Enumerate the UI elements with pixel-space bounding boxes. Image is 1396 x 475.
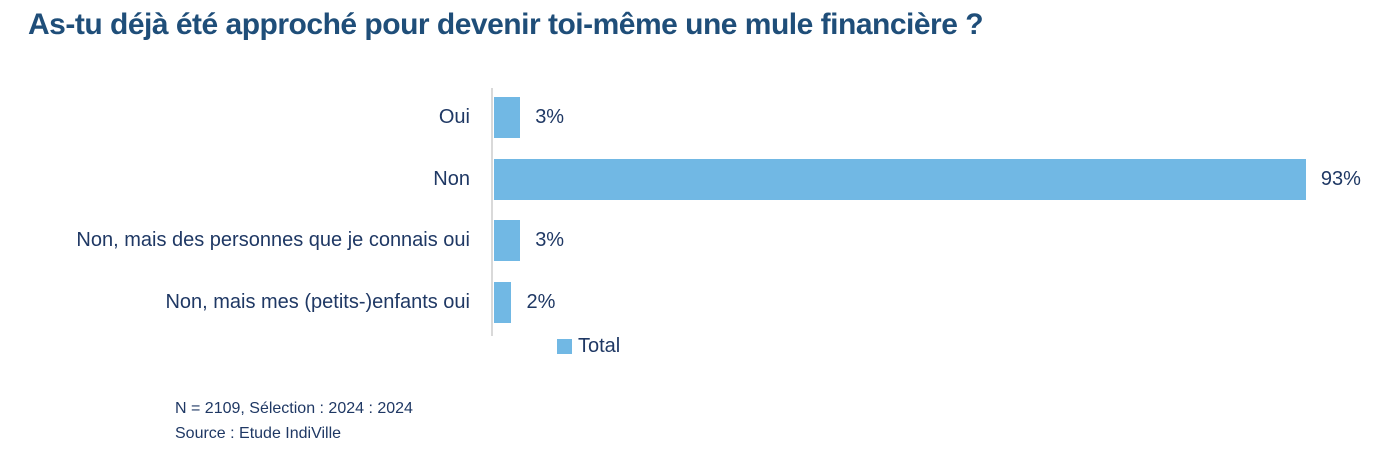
bar-chart: Oui 3% Non 93% Non, mais des personnes q… — [0, 87, 1396, 336]
bar-oui — [494, 97, 521, 139]
footnote: N = 2109, Sélection : 2024 : 2024 Source… — [175, 396, 413, 446]
footnote-sample-line: N = 2109, Sélection : 2024 : 2024 — [175, 400, 413, 417]
bar-track: 3% — [494, 220, 1367, 262]
category-label-non: Non — [433, 167, 470, 190]
bar-track: 93% — [494, 158, 1367, 200]
bar-row-non: Non 93% — [0, 149, 1396, 211]
category-label-oui: Oui — [438, 106, 470, 129]
bar-non — [494, 158, 1306, 200]
legend-label-total: Total — [578, 335, 621, 357]
bar-track: 3% — [494, 97, 1367, 139]
category-label-personnes-connues: Non, mais des personnes que je connais o… — [76, 229, 470, 252]
value-label-oui: 3% — [535, 106, 565, 129]
value-label-petits-enfants: 2% — [526, 290, 556, 313]
footnote-source-line: Source : Etude IndiVille — [175, 425, 342, 442]
legend-swatch-total — [557, 339, 572, 354]
y-axis-line — [491, 88, 493, 336]
value-label-personnes-connues: 3% — [535, 229, 565, 252]
value-label-non: 93% — [1320, 167, 1361, 190]
bar-row-petits-enfants: Non, mais mes (petits-)enfants oui 2% — [0, 272, 1396, 334]
bar-petits-enfants — [494, 281, 512, 323]
bar-row-personnes-connues: Non, mais des personnes que je connais o… — [0, 210, 1396, 272]
category-label-petits-enfants: Non, mais mes (petits-)enfants oui — [165, 290, 470, 313]
legend: Total — [557, 335, 620, 358]
bar-row-oui: Oui 3% — [0, 87, 1396, 149]
chart-title: As-tu déjà été approché pour devenir toi… — [28, 8, 984, 41]
bar-track: 2% — [494, 281, 1367, 323]
bar-personnes-connues — [494, 220, 521, 262]
